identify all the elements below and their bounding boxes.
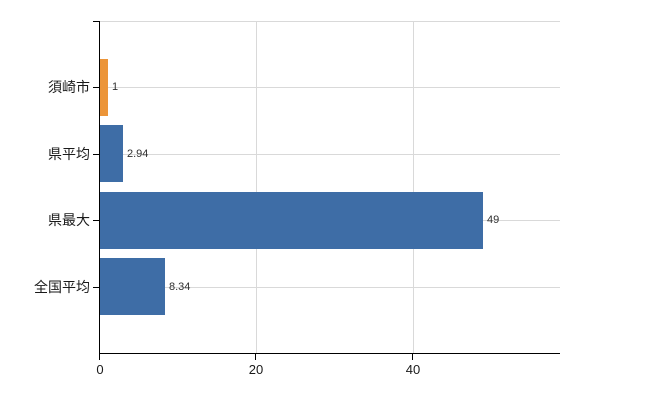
category-label: 県最大	[48, 212, 90, 228]
y-axis-tick	[93, 287, 99, 288]
y-axis-tick	[93, 220, 99, 221]
value-label: 2.94	[127, 148, 149, 160]
x-gridline	[256, 21, 257, 353]
value-label: 1	[112, 81, 119, 93]
x-axis-tick	[412, 354, 413, 360]
x-tick-label: 0	[96, 362, 104, 377]
y-axis-top-tick	[93, 21, 99, 22]
category-label: 全国平均	[34, 279, 90, 295]
x-tick-label: 40	[405, 362, 421, 377]
bar	[100, 59, 108, 116]
x-gridline	[413, 21, 414, 353]
bar	[100, 258, 165, 315]
y-gridline	[100, 154, 560, 155]
top-gridline	[100, 21, 560, 22]
category-label: 須崎市	[48, 79, 90, 95]
bar	[100, 125, 123, 182]
y-axis-tick	[93, 87, 99, 88]
y-axis-tick	[93, 154, 99, 155]
bar	[100, 192, 483, 249]
y-gridline	[100, 87, 560, 88]
x-axis-tick	[99, 354, 100, 360]
y-axis	[99, 21, 100, 354]
category-label: 県平均	[48, 146, 90, 162]
x-axis-tick	[255, 354, 256, 360]
value-label: 49	[487, 214, 500, 226]
x-axis	[99, 353, 560, 354]
x-tick-label: 20	[248, 362, 264, 377]
value-label: 8.34	[169, 281, 191, 293]
y-gridline	[100, 287, 560, 288]
